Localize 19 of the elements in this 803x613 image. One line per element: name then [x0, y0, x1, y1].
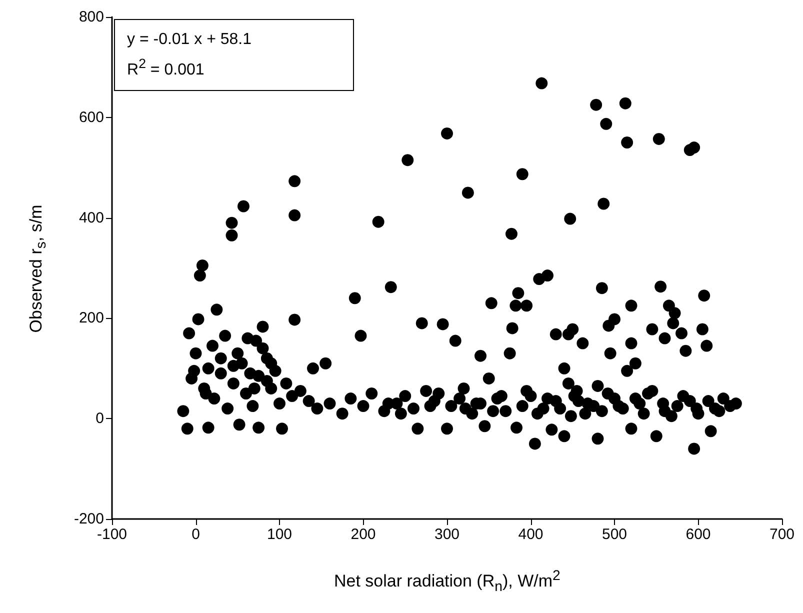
- x-tick-label: 300: [434, 526, 460, 543]
- y-tick-label: 600: [78, 108, 104, 126]
- x-tick-label: 600: [686, 526, 711, 543]
- annotation: R$^{2}$ = 0.001: [127, 55, 206, 80]
- x-tick-label: 700: [769, 526, 795, 543]
- y-tick-label: 200: [78, 310, 104, 327]
- x-axis-title: Net solar radiation (R$_{n}$), W/m$^{2}$: [334, 568, 560, 596]
- y-tick-label: 400: [78, 209, 104, 226]
- x-tick-label: -100: [96, 526, 128, 543]
- x-tick-label: 200: [350, 526, 376, 543]
- x-tick-label: 500: [602, 526, 628, 543]
- text-box: y = -0.01 x + 58.1 R$^{2}$ = 0.001: [114, 19, 354, 92]
- y-tick-label: -200: [74, 510, 104, 528]
- x-tick-label: 100: [266, 526, 292, 543]
- annotation: y = -0.01 x + 58.1: [127, 30, 253, 50]
- y-tick-label: 800: [78, 8, 104, 26]
- y-tick-label: 0: [96, 410, 104, 428]
- x-tick-label: 0: [192, 526, 200, 543]
- x-tick-label: 400: [518, 526, 544, 543]
